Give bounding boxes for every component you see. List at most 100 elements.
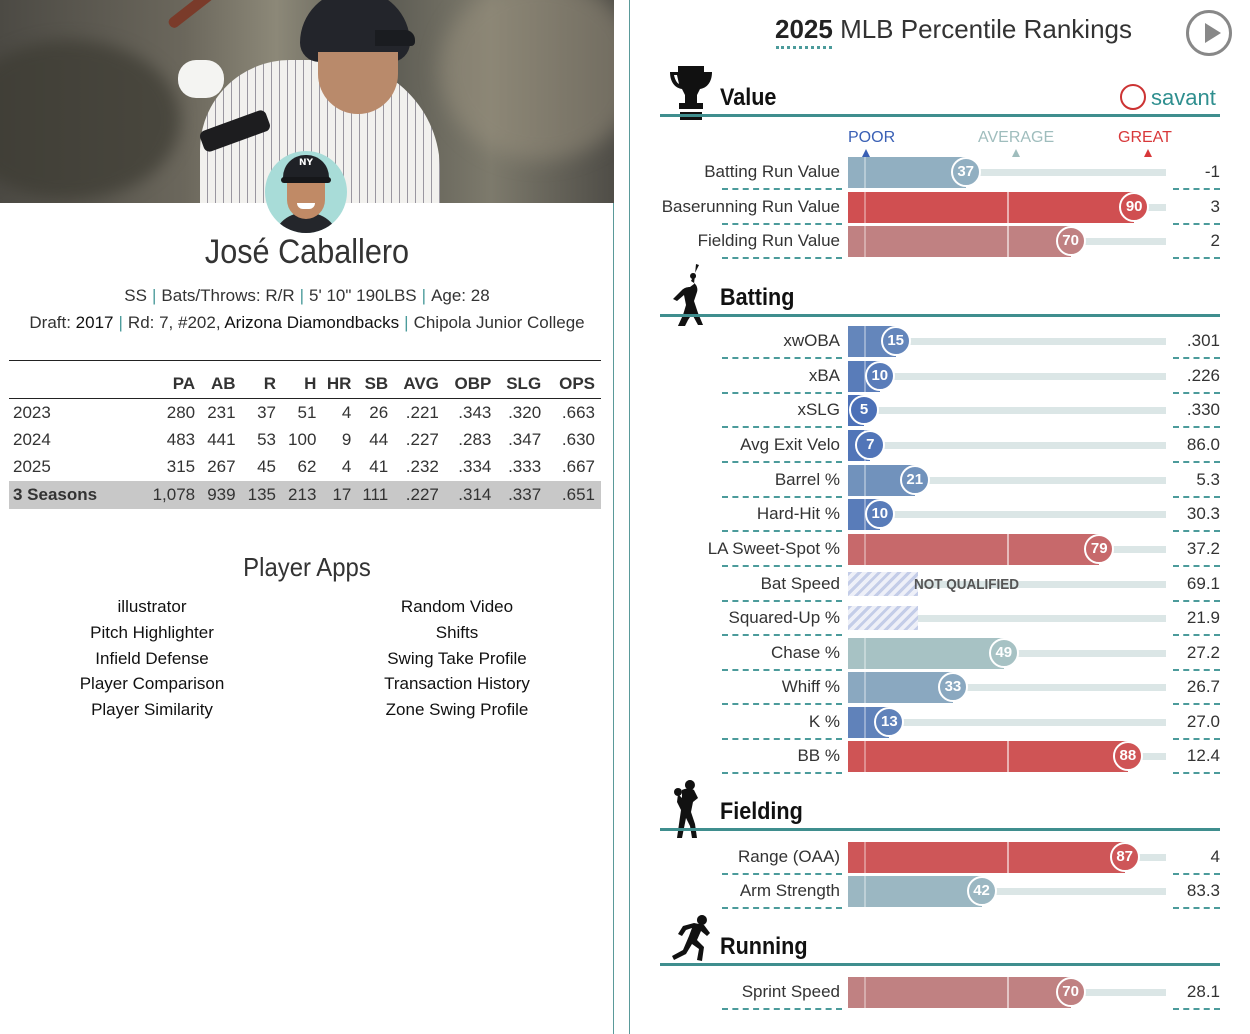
metric-value: .330 [1186,400,1220,419]
player-draft-line: Draft: 2017 | Rd: 7, #202, Arizona Diamond… [29,313,585,332]
table-cell: 483 [166,429,196,449]
percentile-bubble[interactable]: 70 [1055,977,1086,1007]
label-divider [722,703,842,705]
column-header: SLG [491,360,542,399]
metric-label: Barrel % [774,470,840,489]
value-divider [1173,738,1220,740]
label-divider [722,600,842,602]
percentile-bar [848,226,1071,257]
not-qualified-label: NOT QUALIFIED [914,576,1020,593]
metric-value: 27.0 [1186,712,1220,731]
value-divider [1173,357,1220,359]
bar-gridline [863,741,866,772]
table-cell: 2023 [13,402,51,422]
percentile-track [848,442,1166,449]
app-link[interactable]: illustrator [117,597,187,616]
metric-label: Baserunning Run Value [661,197,840,216]
percentile-bubble[interactable]: 5 [849,395,879,425]
percentile-bubble[interactable]: 49 [988,638,1019,668]
metric-value: 27.2 [1186,643,1220,662]
rankings-title: 2025 MLB Percentile Rankings [775,14,1132,45]
percentile-bubble[interactable]: 37 [950,157,981,187]
age-label: Age: [431,286,467,305]
value-divider [1173,634,1220,636]
table-cell: .227 [388,481,439,509]
apps-column-left: illustrator Pitch Highlighter Infield Defe… [2,597,302,726]
percentile-bubble[interactable]: 90 [1119,192,1150,222]
app-link[interactable]: Infield Defense [95,648,209,668]
percentile-bubble[interactable]: 88 [1112,741,1143,771]
percentile-rankings-panel: 2025 MLB Percentile Rankings savant Valu… [629,0,1250,1034]
table-cell: .221 [405,402,439,422]
percentile-bubble[interactable]: 21 [899,465,930,495]
percentile-bubble[interactable]: 15 [880,326,911,356]
metric-value: 3 [1210,197,1220,216]
age: 28 [470,286,490,305]
percentile-bubble[interactable]: 70 [1055,226,1086,256]
percentile-bubble[interactable]: 79 [1084,534,1115,564]
table-cell: 44 [369,429,389,449]
percentile-bar [848,876,982,907]
table-cell: 4 [341,457,352,477]
table-cell: 135 [235,481,276,509]
percentile-bubble[interactable]: 13 [874,707,905,737]
app-link[interactable]: Transaction History [384,674,530,694]
play-icon[interactable] [1186,10,1232,56]
section-title-running: Running [720,933,808,960]
bar-gridline [863,157,866,188]
percentile-bubble[interactable]: 10 [864,499,895,529]
app-link[interactable]: Player Similarity [91,700,213,720]
bar-gridline [863,534,866,565]
table-cell: 26 [369,402,389,422]
metric-label: Fielding Run Value [697,231,840,250]
percentile-track [848,511,1166,518]
percentile-bar [848,977,1071,1008]
table-total-row: 3 Seasons 1,078 939 135 213 17 111.227.314.337… [9,481,601,509]
label-divider [722,634,842,636]
scale-marker-average [1012,149,1020,157]
table-cell: 111 [351,481,389,509]
scale-label-poor: POOR [848,129,896,146]
percentile-track [848,169,1166,176]
metric-value: 83.3 [1186,881,1220,900]
column-header: AVG [388,360,439,399]
metric-value: 2 [1210,231,1220,250]
app-link[interactable]: Zone Swing Profile [385,700,529,720]
player-bio-line: SS | Bats/Throws: R/R | 5' 10" 190LBS | Age: 2… [124,286,490,305]
percentile-track [848,477,1166,484]
percentile-bubble[interactable]: 33 [937,672,968,702]
bar-gridline [863,326,866,357]
metric-label: Bat Speed [760,574,840,593]
label-divider [722,907,842,909]
value-divider [1173,496,1220,498]
table-row: 2023 280 231 37 51 4 26 .221 .343 .320 .663 [9,399,601,427]
percentile-bubble[interactable]: 10 [864,361,895,391]
label-divider [722,772,842,774]
percentile-bubble[interactable]: 87 [1109,842,1140,872]
table-cell: .334 [458,457,492,477]
label-divider [722,223,842,225]
column-header [9,360,135,399]
player-action-photo [0,0,614,203]
section-rule [660,314,1220,317]
app-link[interactable]: Pitch Highlighter [90,622,214,642]
label-divider [722,1008,842,1010]
app-link[interactable]: Player Comparison [79,674,225,694]
app-link[interactable]: Random Video [400,597,514,616]
metric-value: 30.3 [1186,504,1220,523]
bar-gridline [863,465,866,496]
percentile-bubble[interactable]: 42 [966,876,997,906]
app-link[interactable]: Shifts [435,622,479,642]
label-divider [722,530,842,532]
draft-label: Draft: [29,313,71,332]
metric-value: 69.1 [1186,574,1220,593]
player-apps-title: Player Apps [243,552,371,582]
section-title-fielding: Fielding [720,798,803,825]
rankings-year[interactable]: 2025 [775,14,833,44]
metric-label: Whiff % [781,677,840,696]
app-link[interactable]: Swing Take Profile [387,648,527,668]
metric-label: xBA [808,366,840,385]
percentile-bubble[interactable]: 7 [855,430,886,460]
value-divider [1173,426,1220,428]
table-cell: 41 [369,457,389,477]
